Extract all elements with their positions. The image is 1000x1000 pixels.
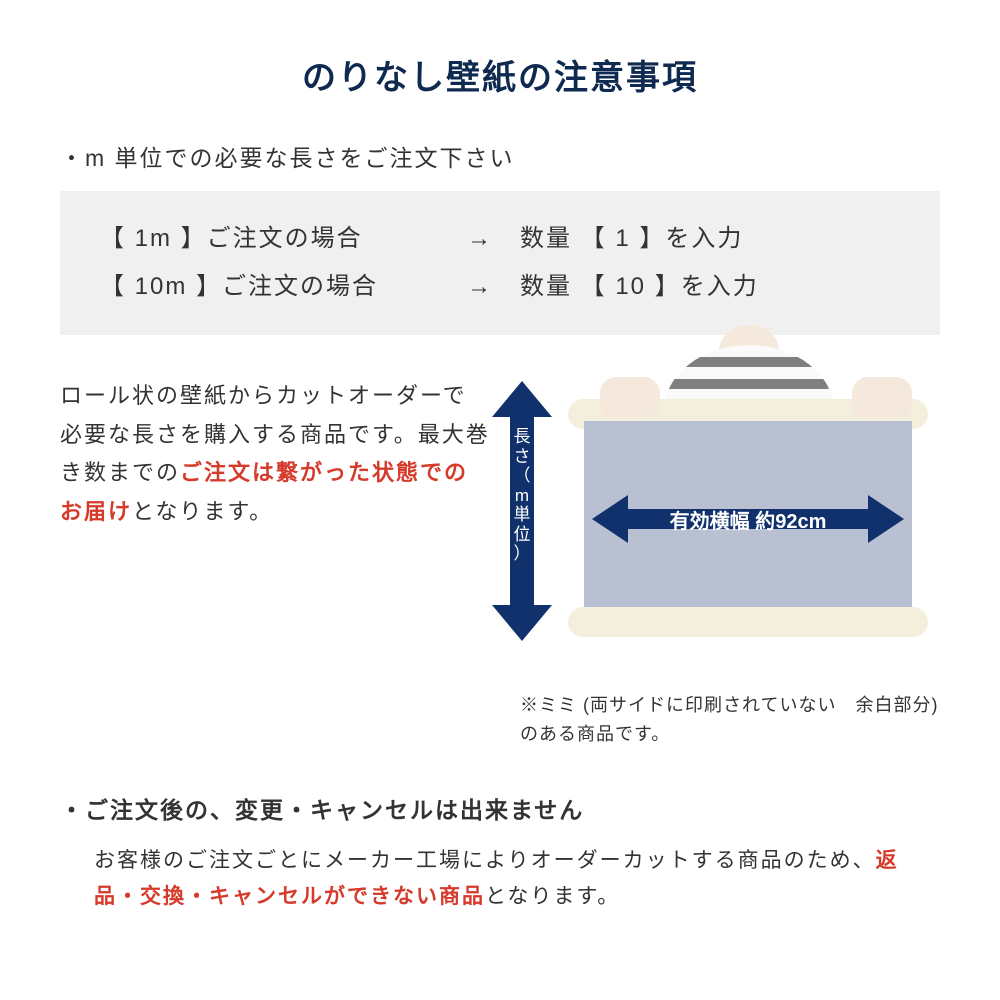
example-row: 【 10m 】ご注文の場合 → 数量 【 10 】を入力 bbox=[100, 263, 900, 311]
text-part: となります。 bbox=[485, 885, 620, 908]
explanation-section: ロール状の壁紙からカットオーダーで必要な長さを購入する商品です。最大巻き数までの… bbox=[60, 371, 940, 671]
bullet-order-by-meter: ・m 単位での必要な長さをご注文下さい bbox=[60, 139, 940, 173]
page-title: のりなし壁紙の注意事項 bbox=[60, 50, 940, 99]
bullet-no-cancel: ・ご注文後の、変更・キャンセルは出来ません bbox=[60, 791, 940, 825]
example-left: 【 10m 】ご注文の場合 bbox=[100, 263, 440, 311]
text-part: となります。 bbox=[132, 499, 273, 524]
mimi-note: ※ミミ (両サイドに印刷されていない 余白部分) のある商品です。 bbox=[520, 691, 940, 749]
hand bbox=[852, 377, 912, 417]
example-right: 数量 【 10 】を入力 bbox=[520, 263, 900, 311]
wallpaper-diagram: 長さ（m単位） 有効横幅 約92cm bbox=[490, 371, 940, 671]
example-left: 【 1m 】ご注文の場合 bbox=[100, 215, 440, 263]
no-cancel-body: お客様のご注文ごとにメーカー工場によりオーダーカットする商品のため、返品・交換・… bbox=[60, 843, 940, 917]
text-part: お客様のご注文ごとにメーカー工場によりオーダーカットする商品のため、 bbox=[94, 849, 876, 872]
length-arrow-icon: 長さ（m単位） bbox=[490, 381, 554, 641]
arrow-icon: → bbox=[440, 215, 520, 263]
explanation-text: ロール状の壁紙からカットオーダーで必要な長さを購入する商品です。最大巻き数までの… bbox=[60, 371, 490, 531]
example-right: 数量 【 1 】を入力 bbox=[520, 215, 900, 263]
example-row: 【 1m 】ご注文の場合 → 数量 【 1 】を入力 bbox=[100, 215, 900, 263]
length-label: 長さ（m単位） bbox=[508, 427, 536, 564]
arrow-icon: → bbox=[440, 263, 520, 311]
roll-edge bbox=[568, 607, 928, 637]
width-label: 有効横幅 約92cm bbox=[592, 505, 904, 534]
hand bbox=[600, 377, 660, 417]
order-example-box: 【 1m 】ご注文の場合 → 数量 【 1 】を入力 【 10m 】ご注文の場合… bbox=[60, 191, 940, 335]
person-holding-roll-icon: 有効横幅 約92cm bbox=[564, 371, 934, 651]
